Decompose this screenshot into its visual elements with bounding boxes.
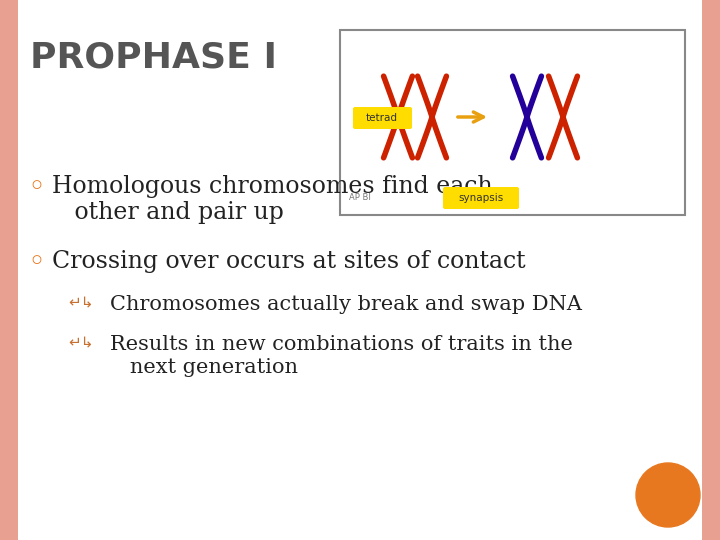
Text: ◦: ◦ (28, 250, 44, 274)
Text: Results in new combinations of traits in the: Results in new combinations of traits in… (110, 335, 573, 354)
FancyBboxPatch shape (353, 107, 412, 129)
Bar (702, 0, 720, 540)
Text: next generation: next generation (110, 358, 298, 377)
Text: synapsis: synapsis (459, 193, 503, 203)
Text: AP BI: AP BI (349, 193, 371, 202)
Bar (0, 0, 18, 540)
FancyBboxPatch shape (443, 187, 519, 209)
Text: Crossing over occurs at sites of contact: Crossing over occurs at sites of contact (52, 250, 526, 273)
Text: Chromosomes actually break and swap DNA: Chromosomes actually break and swap DNA (110, 295, 582, 314)
Text: PROPHASE I: PROPHASE I (30, 40, 277, 74)
Text: other and pair up: other and pair up (52, 201, 284, 224)
Text: tetrad: tetrad (366, 113, 398, 123)
Bar (340, 30, 685, 215)
Circle shape (636, 463, 700, 527)
Text: ↵↳: ↵↳ (68, 335, 94, 350)
Text: Homologous chromosomes find each: Homologous chromosomes find each (52, 175, 492, 198)
Text: ↵↳: ↵↳ (68, 295, 94, 310)
Text: ◦: ◦ (28, 175, 44, 199)
